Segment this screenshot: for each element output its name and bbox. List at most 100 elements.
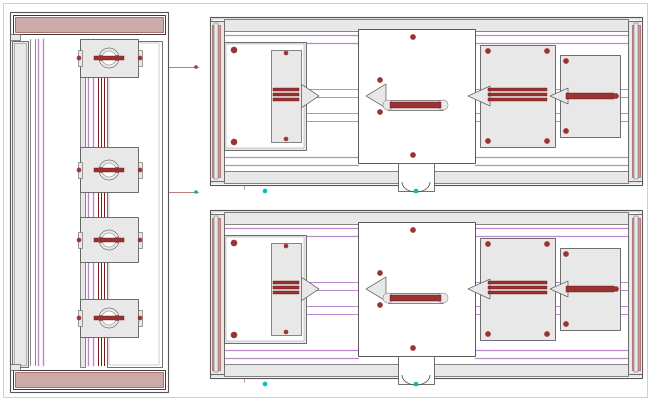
Circle shape	[138, 316, 142, 320]
Bar	[271, 50, 301, 142]
Circle shape	[564, 58, 569, 64]
Bar	[224, 19, 628, 31]
Bar	[212, 218, 220, 370]
Bar	[628, 21, 642, 181]
Bar	[94, 238, 124, 242]
Circle shape	[99, 168, 103, 172]
Bar	[138, 50, 142, 66]
Circle shape	[102, 163, 116, 177]
Bar	[488, 93, 547, 96]
Bar	[562, 57, 618, 135]
Polygon shape	[468, 279, 490, 299]
Circle shape	[194, 190, 198, 194]
Bar	[358, 222, 475, 356]
Circle shape	[411, 34, 415, 40]
Circle shape	[486, 242, 491, 246]
Bar	[632, 25, 640, 177]
Bar	[482, 240, 553, 338]
Bar	[94, 316, 124, 320]
Circle shape	[102, 233, 116, 247]
Polygon shape	[550, 88, 568, 104]
Bar	[488, 88, 547, 91]
Circle shape	[231, 332, 237, 338]
Circle shape	[231, 47, 237, 53]
Circle shape	[284, 244, 288, 248]
Circle shape	[114, 316, 120, 320]
Bar	[390, 102, 441, 108]
Circle shape	[284, 51, 288, 55]
Circle shape	[77, 56, 81, 60]
Bar	[634, 23, 638, 179]
Bar	[388, 293, 443, 303]
Circle shape	[438, 293, 448, 303]
Circle shape	[438, 100, 448, 110]
Bar	[224, 364, 628, 376]
Bar	[480, 238, 555, 340]
Bar	[212, 19, 640, 183]
Bar	[560, 248, 620, 330]
Bar	[273, 93, 299, 96]
Polygon shape	[366, 277, 386, 301]
Circle shape	[99, 230, 119, 250]
Polygon shape	[468, 86, 490, 106]
Bar	[107, 41, 162, 367]
Bar	[78, 162, 82, 178]
Bar	[361, 32, 472, 160]
Circle shape	[102, 311, 116, 325]
Bar	[212, 25, 220, 177]
Circle shape	[231, 240, 237, 246]
Bar	[482, 47, 553, 145]
Circle shape	[545, 48, 549, 54]
Bar	[10, 12, 168, 392]
Bar	[15, 17, 163, 32]
Bar	[358, 29, 475, 163]
Bar	[388, 100, 443, 110]
Circle shape	[114, 238, 120, 242]
Bar	[273, 88, 299, 91]
Polygon shape	[301, 84, 319, 108]
Bar	[273, 281, 299, 284]
Bar	[273, 286, 299, 289]
Circle shape	[545, 138, 549, 144]
Bar	[80, 39, 138, 77]
Bar	[80, 217, 138, 262]
Bar	[13, 370, 165, 389]
Bar	[566, 286, 614, 292]
Bar	[13, 15, 165, 34]
Bar	[628, 214, 642, 374]
Bar	[273, 98, 299, 101]
Bar	[560, 55, 620, 137]
Circle shape	[99, 308, 119, 328]
Bar	[94, 56, 124, 60]
Bar	[214, 23, 218, 179]
Bar	[632, 218, 640, 370]
Circle shape	[138, 56, 142, 60]
Bar	[488, 291, 547, 294]
Circle shape	[378, 302, 382, 308]
Circle shape	[383, 100, 393, 110]
Bar	[15, 372, 163, 387]
Bar	[480, 45, 555, 147]
Bar	[78, 310, 82, 326]
Circle shape	[378, 78, 382, 82]
Bar	[224, 235, 306, 343]
Bar	[488, 281, 547, 284]
Circle shape	[284, 137, 288, 141]
Bar	[224, 171, 628, 183]
Bar	[224, 42, 306, 150]
Bar	[109, 43, 159, 365]
Bar	[226, 44, 304, 148]
Bar	[562, 250, 618, 328]
Circle shape	[114, 168, 120, 172]
Circle shape	[614, 94, 619, 98]
Circle shape	[99, 160, 119, 180]
Circle shape	[99, 316, 103, 320]
Circle shape	[414, 189, 418, 193]
Bar	[80, 41, 85, 367]
Circle shape	[383, 293, 393, 303]
Bar	[138, 310, 142, 326]
Bar	[488, 286, 547, 289]
Circle shape	[77, 168, 81, 172]
Circle shape	[138, 168, 142, 172]
Circle shape	[564, 128, 569, 134]
